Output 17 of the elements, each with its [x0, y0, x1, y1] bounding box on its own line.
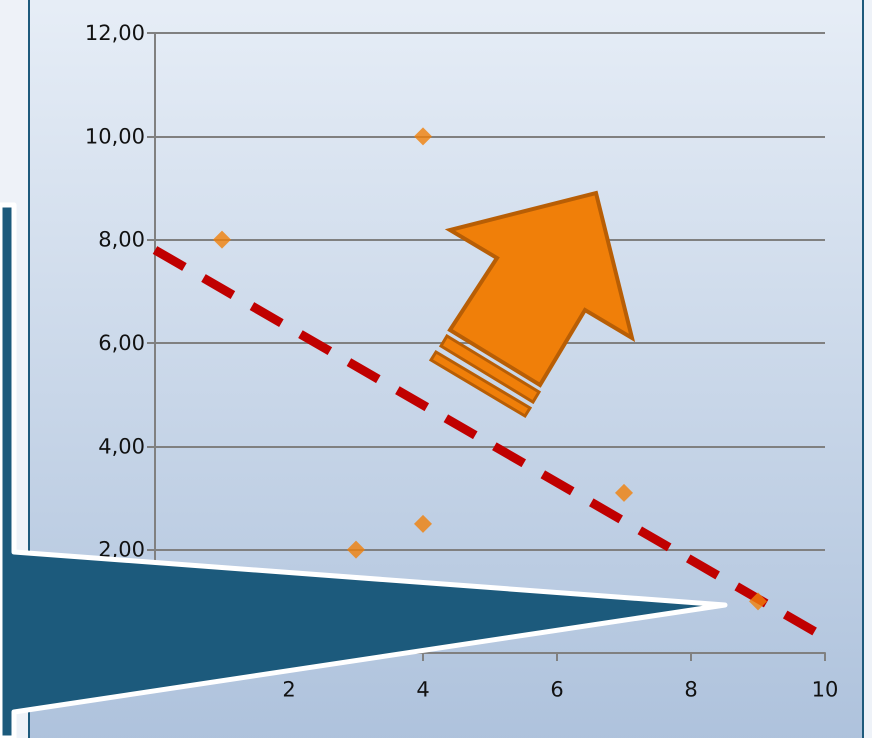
point [414, 514, 432, 533]
y-tick-label: 6,00 [98, 331, 145, 355]
y-tick-label: 2,00 [98, 538, 145, 562]
point [213, 230, 231, 249]
x-tick-label: 8 [684, 678, 698, 702]
y-tick-label: 10,00 [84, 124, 145, 148]
point [347, 540, 365, 559]
point [615, 484, 633, 502]
point [414, 127, 432, 146]
point [749, 592, 767, 610]
x-tick-label: 10 [812, 678, 838, 702]
y-tick-label: 4,00 [98, 434, 145, 458]
x-tick-label: 4 [416, 678, 430, 702]
y-tick-label: 8,00 [98, 228, 145, 252]
x-tick-label: 2 [282, 678, 296, 702]
y-tick-label: 12,00 [84, 21, 145, 45]
x-tick-label: 6 [550, 678, 564, 702]
